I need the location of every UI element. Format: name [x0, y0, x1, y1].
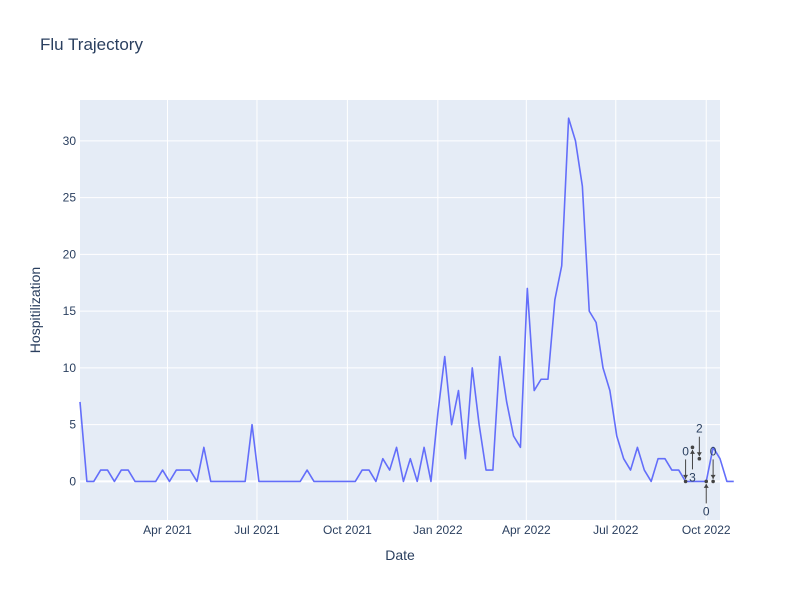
annotation-label: 2 — [696, 422, 703, 436]
y-tick-label: 15 — [63, 304, 77, 318]
y-tick-label: 30 — [63, 134, 77, 148]
annotation-label: 0 — [682, 444, 689, 458]
y-tick-label: 5 — [69, 418, 76, 432]
chart-title: Flu Trajectory — [40, 35, 143, 54]
y-tick-label: 20 — [63, 247, 77, 261]
y-axis-title: Hospitilization — [27, 267, 43, 353]
y-tick-label: 10 — [63, 361, 77, 375]
plot-area — [80, 100, 720, 520]
y-axis-ticks: 0 5 10 15 20 25 30 — [63, 134, 77, 489]
series-line — [79, 117, 734, 483]
y-tick-label: 25 — [63, 191, 77, 205]
x-tick-label: Jan 2022 — [413, 523, 463, 537]
annotation-arrowhead — [696, 452, 702, 457]
x-tick-label: Jul 2021 — [234, 523, 280, 537]
x-tick-label: Apr 2022 — [502, 523, 551, 537]
annotation-arrowhead — [710, 474, 716, 479]
x-axis-title: Date — [385, 547, 415, 563]
series-layer — [79, 117, 734, 483]
annotation-arrowhead — [683, 474, 689, 479]
annotation-point — [704, 479, 709, 484]
annotation-arrowhead — [703, 483, 709, 488]
annotation-point — [690, 445, 695, 450]
x-tick-label: Oct 2021 — [323, 523, 372, 537]
annotation-point — [711, 479, 715, 484]
annotation-label: 0 — [703, 504, 710, 518]
x-tick-label: Jul 2022 — [593, 523, 639, 537]
annotation-label: 0 — [710, 444, 717, 458]
annotation-point — [683, 479, 688, 484]
grid — [80, 100, 720, 520]
x-tick-label: Apr 2021 — [143, 523, 192, 537]
annotation-arrowhead — [689, 449, 695, 454]
annotation-point — [697, 456, 702, 461]
y-tick-label: 0 — [69, 474, 76, 488]
x-tick-label: Oct 2022 — [682, 523, 731, 537]
x-axis-ticks: Apr 2021 Jul 2021 Oct 2021 Jan 2022 Apr 2022… — [143, 523, 731, 537]
annotation-label: 3 — [689, 470, 696, 484]
